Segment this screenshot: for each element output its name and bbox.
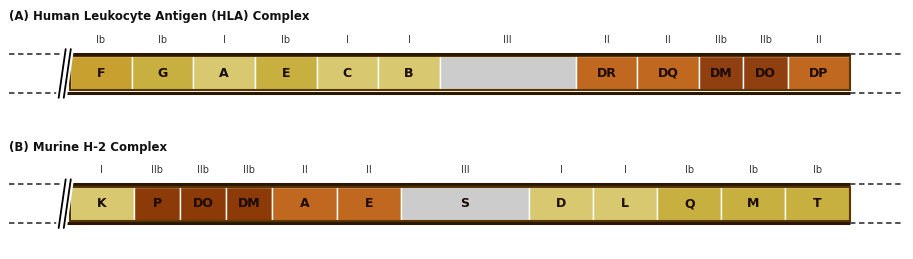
Bar: [721, 187, 785, 221]
Text: Ib: Ib: [96, 35, 105, 45]
Text: IIb: IIb: [197, 165, 209, 175]
Bar: [785, 187, 849, 221]
Text: DR: DR: [596, 67, 616, 80]
Bar: [69, 56, 131, 90]
Text: Ib: Ib: [158, 35, 167, 45]
Text: DM: DM: [710, 67, 732, 80]
Text: A: A: [299, 197, 310, 210]
Bar: [576, 56, 637, 90]
Text: Ib: Ib: [749, 165, 758, 175]
Text: Ib: Ib: [685, 165, 694, 175]
Text: I: I: [346, 35, 349, 45]
Text: III: III: [460, 165, 469, 175]
Text: E: E: [281, 67, 290, 80]
Bar: [194, 56, 255, 90]
Text: M: M: [747, 197, 760, 210]
Text: DO: DO: [193, 197, 214, 210]
Text: Ib: Ib: [813, 165, 822, 175]
Text: (B) Murine H-2 Complex: (B) Murine H-2 Complex: [9, 141, 167, 154]
Bar: [440, 56, 576, 90]
Text: I: I: [560, 165, 562, 175]
Bar: [226, 187, 272, 221]
Text: S: S: [460, 197, 469, 210]
Text: D: D: [556, 197, 566, 210]
Bar: [134, 187, 180, 221]
Text: I: I: [100, 165, 103, 175]
Text: DQ: DQ: [657, 67, 678, 80]
Text: IIb: IIb: [760, 35, 771, 45]
Text: III: III: [503, 35, 512, 45]
Bar: [69, 187, 134, 221]
Text: K: K: [97, 197, 107, 210]
Text: L: L: [621, 197, 629, 210]
Text: II: II: [603, 35, 609, 45]
Text: B: B: [404, 67, 414, 80]
Bar: [593, 187, 657, 221]
Bar: [69, 187, 849, 221]
Text: II: II: [816, 35, 822, 45]
Text: DO: DO: [755, 67, 776, 80]
Bar: [378, 56, 440, 90]
Text: Q: Q: [684, 197, 695, 210]
Text: P: P: [152, 197, 162, 210]
Bar: [69, 56, 849, 90]
Text: II: II: [301, 165, 308, 175]
Text: C: C: [343, 67, 352, 80]
Bar: [180, 187, 226, 221]
Text: IIb: IIb: [244, 165, 256, 175]
Text: IIb: IIb: [151, 165, 163, 175]
Text: I: I: [223, 35, 226, 45]
Text: I: I: [408, 35, 411, 45]
Bar: [637, 56, 699, 90]
Text: DP: DP: [809, 67, 828, 80]
Text: (A) Human Leukocyte Antigen (HLA) Complex: (A) Human Leukocyte Antigen (HLA) Comple…: [9, 10, 310, 23]
Text: G: G: [157, 67, 167, 80]
Text: DM: DM: [238, 197, 261, 210]
Text: II: II: [666, 35, 671, 45]
Text: I: I: [624, 165, 626, 175]
Text: E: E: [364, 197, 373, 210]
Bar: [337, 187, 401, 221]
Text: IIb: IIb: [715, 35, 728, 45]
Text: A: A: [219, 67, 229, 80]
Bar: [131, 56, 194, 90]
Text: Ib: Ib: [281, 35, 290, 45]
Bar: [255, 56, 317, 90]
Bar: [788, 56, 849, 90]
Bar: [699, 56, 743, 90]
Text: T: T: [813, 197, 822, 210]
Bar: [529, 187, 593, 221]
Bar: [401, 187, 529, 221]
Bar: [657, 187, 721, 221]
Bar: [743, 56, 788, 90]
Bar: [317, 56, 378, 90]
Bar: [272, 187, 337, 221]
Text: II: II: [366, 165, 372, 175]
Text: F: F: [97, 67, 105, 80]
